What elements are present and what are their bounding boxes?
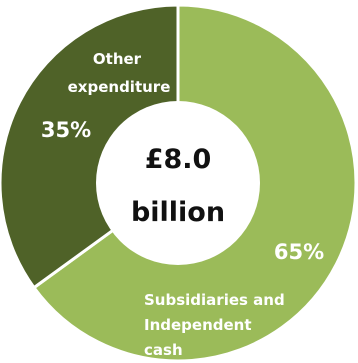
- center-label-line-2: billion: [131, 197, 225, 228]
- other-expenditure-value-label: 35%: [41, 118, 91, 142]
- other-expenditure-label-line-2: expenditure: [68, 78, 171, 96]
- other-expenditure-label-line-1: Other: [93, 50, 142, 68]
- other-expenditure-slice: [0, 3, 180, 290]
- subsidiaries-label-line-3: cash: [144, 341, 183, 359]
- subsidiaries-label-line-2: Independent: [144, 316, 252, 334]
- center-label-line-1: £8.0: [145, 144, 212, 175]
- subsidiaries-value-label: 65%: [274, 240, 324, 264]
- subsidiaries-label-line-1: Subsidiaries and: [144, 291, 285, 309]
- donut-hole: [96, 101, 260, 265]
